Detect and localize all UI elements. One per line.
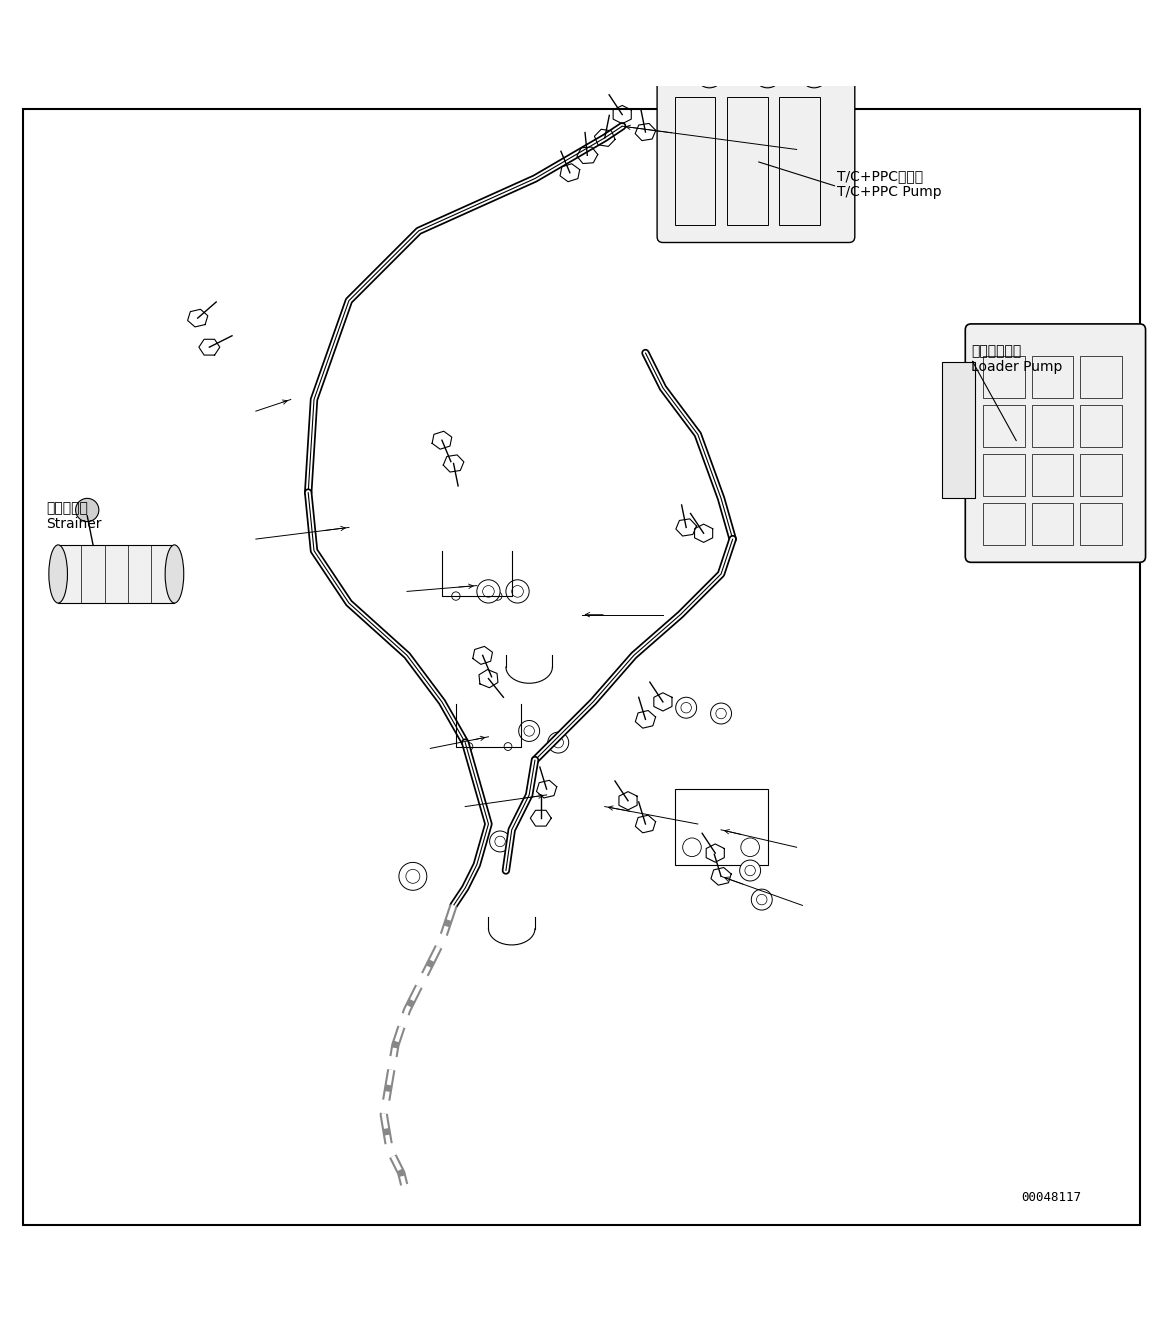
FancyBboxPatch shape <box>965 324 1146 563</box>
Bar <box>779 97 820 225</box>
Circle shape <box>399 862 427 890</box>
Circle shape <box>519 720 540 742</box>
Circle shape <box>756 894 768 904</box>
Circle shape <box>744 866 756 875</box>
Bar <box>727 97 768 225</box>
Circle shape <box>493 592 502 600</box>
Bar <box>983 503 1025 544</box>
Circle shape <box>676 698 697 718</box>
Circle shape <box>76 499 99 522</box>
Circle shape <box>695 60 723 88</box>
Circle shape <box>406 870 420 883</box>
Circle shape <box>523 726 535 736</box>
Bar <box>983 356 1025 399</box>
Circle shape <box>477 580 500 603</box>
Bar <box>1080 503 1122 544</box>
Circle shape <box>506 580 529 603</box>
FancyBboxPatch shape <box>657 80 855 243</box>
Circle shape <box>548 732 569 754</box>
Circle shape <box>754 60 782 88</box>
Ellipse shape <box>165 544 184 603</box>
Bar <box>1032 503 1073 544</box>
Bar <box>983 406 1025 447</box>
Circle shape <box>800 60 828 88</box>
Circle shape <box>483 586 494 598</box>
Circle shape <box>451 592 461 600</box>
Circle shape <box>741 838 759 856</box>
Circle shape <box>504 743 512 751</box>
Circle shape <box>490 831 511 852</box>
Circle shape <box>554 738 564 748</box>
Ellipse shape <box>49 544 67 603</box>
Bar <box>942 363 975 499</box>
Bar <box>1080 356 1122 399</box>
Bar <box>1080 406 1122 447</box>
Bar <box>1032 406 1073 447</box>
Text: ストレーナ
Strainer: ストレーナ Strainer <box>47 500 102 531</box>
Circle shape <box>680 703 691 712</box>
Text: T/C+PPCポンプ
T/C+PPC Pump: T/C+PPCポンプ T/C+PPC Pump <box>837 169 942 200</box>
Text: 00048117: 00048117 <box>1021 1191 1082 1205</box>
Circle shape <box>711 703 732 724</box>
Bar <box>675 790 768 864</box>
Bar <box>1032 454 1073 496</box>
Circle shape <box>715 708 726 719</box>
Circle shape <box>465 743 473 751</box>
Bar <box>58 544 174 603</box>
Circle shape <box>495 836 505 847</box>
Circle shape <box>512 586 523 598</box>
Text: ロータポンプ
Loader Pump: ロータポンプ Loader Pump <box>971 344 1063 374</box>
Bar <box>1080 454 1122 496</box>
Bar <box>1032 356 1073 399</box>
Bar <box>983 454 1025 496</box>
Circle shape <box>683 838 701 856</box>
Bar <box>675 97 715 225</box>
Circle shape <box>740 860 761 880</box>
Circle shape <box>751 890 772 910</box>
